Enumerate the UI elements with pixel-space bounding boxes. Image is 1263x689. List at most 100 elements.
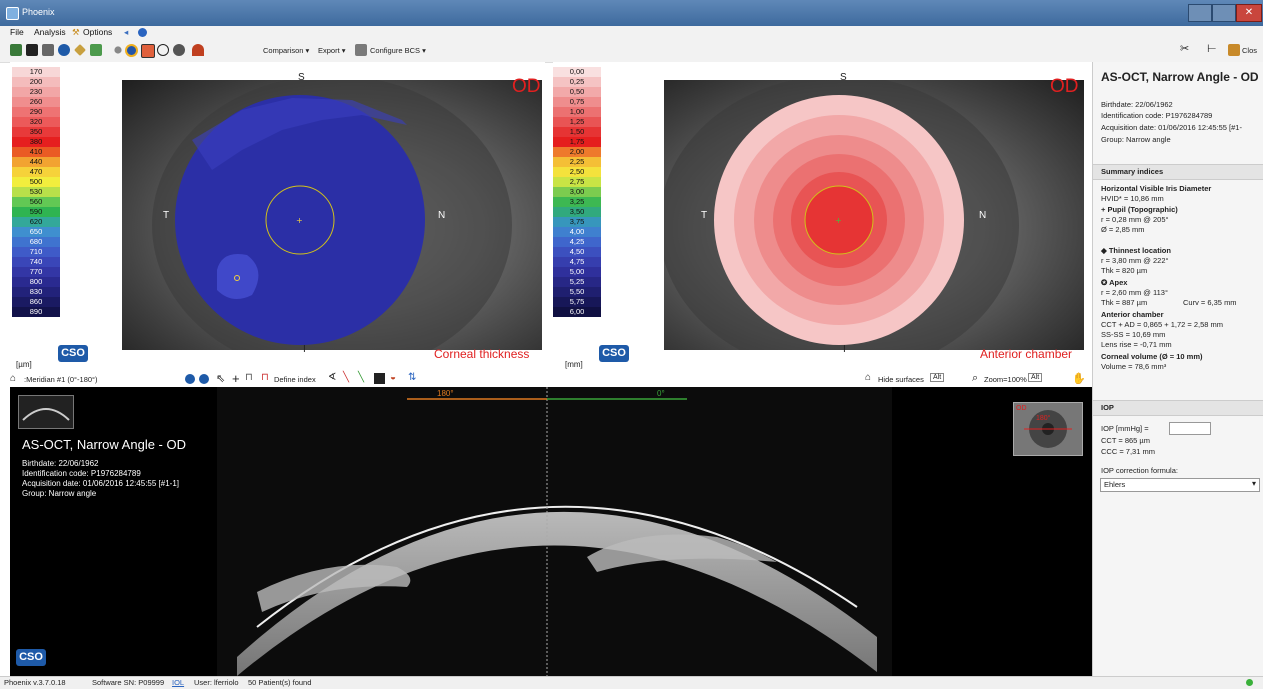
rp-title: AS-OCT, Narrow Angle - OD xyxy=(1101,70,1259,84)
chamber-scale-step: 5,75 xyxy=(553,297,601,307)
settings-circle-icon[interactable] xyxy=(173,44,185,56)
diamond-icon[interactable] xyxy=(74,44,86,56)
thickness-map[interactable]: + xyxy=(122,80,542,350)
view-icon[interactable]: ◂ xyxy=(124,27,129,37)
iop-header-label: IOP xyxy=(1101,403,1114,412)
status-patients: 50 Patient(s) found xyxy=(248,678,312,687)
iop-input[interactable] xyxy=(1169,422,1211,435)
pupil-d: Ø = 2,85 mm xyxy=(1101,225,1145,234)
iop-header[interactable]: IOP xyxy=(1093,400,1263,416)
ruler-icon[interactable]: ⊢ xyxy=(1207,43,1217,55)
map-view-icon[interactable] xyxy=(26,44,38,56)
status-app-version: Phoenix v.3.7.0.18 xyxy=(4,678,66,687)
od-label-left: OD xyxy=(512,76,541,97)
configure-bcs-menu[interactable]: Configure BCS ▾ xyxy=(370,46,426,55)
cursor-icon[interactable]: ⌂ xyxy=(10,373,17,384)
status-online-icon xyxy=(1246,679,1253,686)
title-bar: Phoenix ✕ xyxy=(0,0,1263,26)
chamber-scale-step: 0,00 xyxy=(553,67,601,77)
hide-surfaces-button[interactable]: Hide surfaces xyxy=(878,375,924,384)
menu-options[interactable]: Options xyxy=(83,27,113,37)
scan-thumbnail[interactable] xyxy=(18,395,74,429)
status-iol-link[interactable]: IOL xyxy=(172,678,185,687)
oct-acq-date: Acquisition date: 01/06/2016 12:45:55 [#… xyxy=(22,479,180,488)
network-icon[interactable] xyxy=(90,44,102,56)
chamber-scale-step: 1,00 xyxy=(553,107,601,117)
pointer-icon[interactable]: ⇖ xyxy=(216,373,226,385)
thickness-scale-step: 470 xyxy=(12,167,60,177)
minimize-button[interactable] xyxy=(1188,4,1212,22)
alt-key-left[interactable]: Alt xyxy=(930,373,945,382)
chamber-scale-step: 2,00 xyxy=(553,147,601,157)
status-user: User: lferriolo xyxy=(194,678,239,687)
orient-superior-left: S xyxy=(298,72,305,83)
angle-icon[interactable]: ∢ xyxy=(328,372,337,383)
thickness-scale-step: 380 xyxy=(12,137,60,147)
ac-ss: SS-SS = 10,69 mm xyxy=(1101,330,1166,339)
thickness-scale-step: 800 xyxy=(12,277,60,287)
zoom-icon[interactable]: ⌕ xyxy=(972,372,979,384)
comparison-menu[interactable]: Comparison ▾ xyxy=(263,46,310,55)
define-index-button[interactable]: Define index xyxy=(274,375,316,384)
rp-birthdate: Birthdate: 22/06/1962 xyxy=(1101,100,1173,109)
patients-icon[interactable] xyxy=(1228,44,1240,56)
thickness-scale-step: 320 xyxy=(12,117,60,127)
pause-icon[interactable] xyxy=(199,374,209,384)
close-window-button[interactable]: ✕ xyxy=(1236,4,1262,22)
close-label[interactable]: Clos xyxy=(1242,46,1258,55)
dot-icon[interactable] xyxy=(114,46,122,54)
oct-scan-area: AS-OCT, Narrow Angle - OD Birthdate: 22/… xyxy=(10,387,1092,676)
iop-formula-select[interactable]: Ehlers ▾ xyxy=(1100,478,1260,492)
window-title: Phoenix xyxy=(22,7,55,17)
chevron-down-icon: ▾ xyxy=(1251,479,1256,488)
orient-nasal-right: N xyxy=(979,210,987,221)
swap-icon[interactable]: ⇅ xyxy=(408,372,417,383)
thickness-scale-step: 350 xyxy=(12,127,60,137)
eye-overlay-icon[interactable]: ◒ xyxy=(390,372,397,383)
menu-file[interactable]: File xyxy=(10,27,24,37)
line-red-icon[interactable]: ╲ xyxy=(343,372,350,383)
mouse-icon[interactable]: ⌂ xyxy=(865,372,872,383)
zoom-label[interactable]: Zoom=100% xyxy=(984,375,1027,384)
image-view-icon[interactable] xyxy=(42,44,54,56)
chamber-scale-step: 5,25 xyxy=(553,277,601,287)
alt-key-right[interactable]: Alt xyxy=(1028,373,1043,382)
chamber-scale-step: 5,00 xyxy=(553,267,601,277)
tools-icon[interactable]: ✂ xyxy=(1180,43,1190,55)
chamber-scale-step: 4,50 xyxy=(553,247,601,257)
thickness-scale-step: 440 xyxy=(12,157,60,167)
contrast-icon[interactable] xyxy=(374,373,385,384)
line-green-icon[interactable]: ╲ xyxy=(358,372,365,383)
svg-text:+: + xyxy=(835,216,842,225)
anterior-chamber-map[interactable]: + xyxy=(664,80,1084,350)
mini-eye-navigator[interactable]: OD 180° xyxy=(1013,402,1083,456)
apex-title: ✪ Apex xyxy=(1101,278,1128,287)
sphere-icon[interactable] xyxy=(58,44,70,56)
chamber-scale-step: 4,25 xyxy=(553,237,601,247)
keratometry-icon[interactable] xyxy=(141,44,155,58)
define-index-icon[interactable]: ⊓ xyxy=(261,372,269,383)
crosshair-icon[interactable]: + xyxy=(232,371,240,386)
patient-info-panel: AS-OCT, Narrow Angle - OD Birthdate: 22/… xyxy=(1092,62,1263,676)
orient-inferior-right: I xyxy=(843,344,846,355)
target-icon[interactable] xyxy=(125,44,138,57)
pan-hand-icon[interactable]: ✋ xyxy=(1072,373,1086,385)
export-menu[interactable]: Export ▾ xyxy=(318,46,346,55)
iop-formula-label: IOP correction formula: xyxy=(1101,466,1178,475)
info-icon[interactable] xyxy=(138,28,147,37)
summary-indices-header[interactable]: Summary indices xyxy=(1093,164,1263,180)
thickness-scale-step: 500 xyxy=(12,177,60,187)
menu-analysis[interactable]: Analysis xyxy=(34,27,66,37)
caliper-icon[interactable]: ⊓ xyxy=(245,372,253,383)
orient-nasal-left: N xyxy=(438,210,446,221)
ac-cct: CCT + AD = 0,865 + 1,72 = 2,58 mm xyxy=(1101,320,1224,329)
maximize-button[interactable] xyxy=(1212,4,1236,22)
meridian-label[interactable]: :Meridian #1 (0°-180°) xyxy=(24,375,98,384)
corneal-volume-value: Volume = 78,6 mm³ xyxy=(1101,362,1167,371)
oct-bscan[interactable]: 180° 0° xyxy=(217,387,892,676)
grid-view-icon[interactable] xyxy=(10,44,22,56)
thickness-scale-step: 260 xyxy=(12,97,60,107)
play-icon[interactable] xyxy=(185,374,195,384)
circle-icon[interactable] xyxy=(157,44,169,56)
eye-shape-icon[interactable] xyxy=(192,44,204,56)
